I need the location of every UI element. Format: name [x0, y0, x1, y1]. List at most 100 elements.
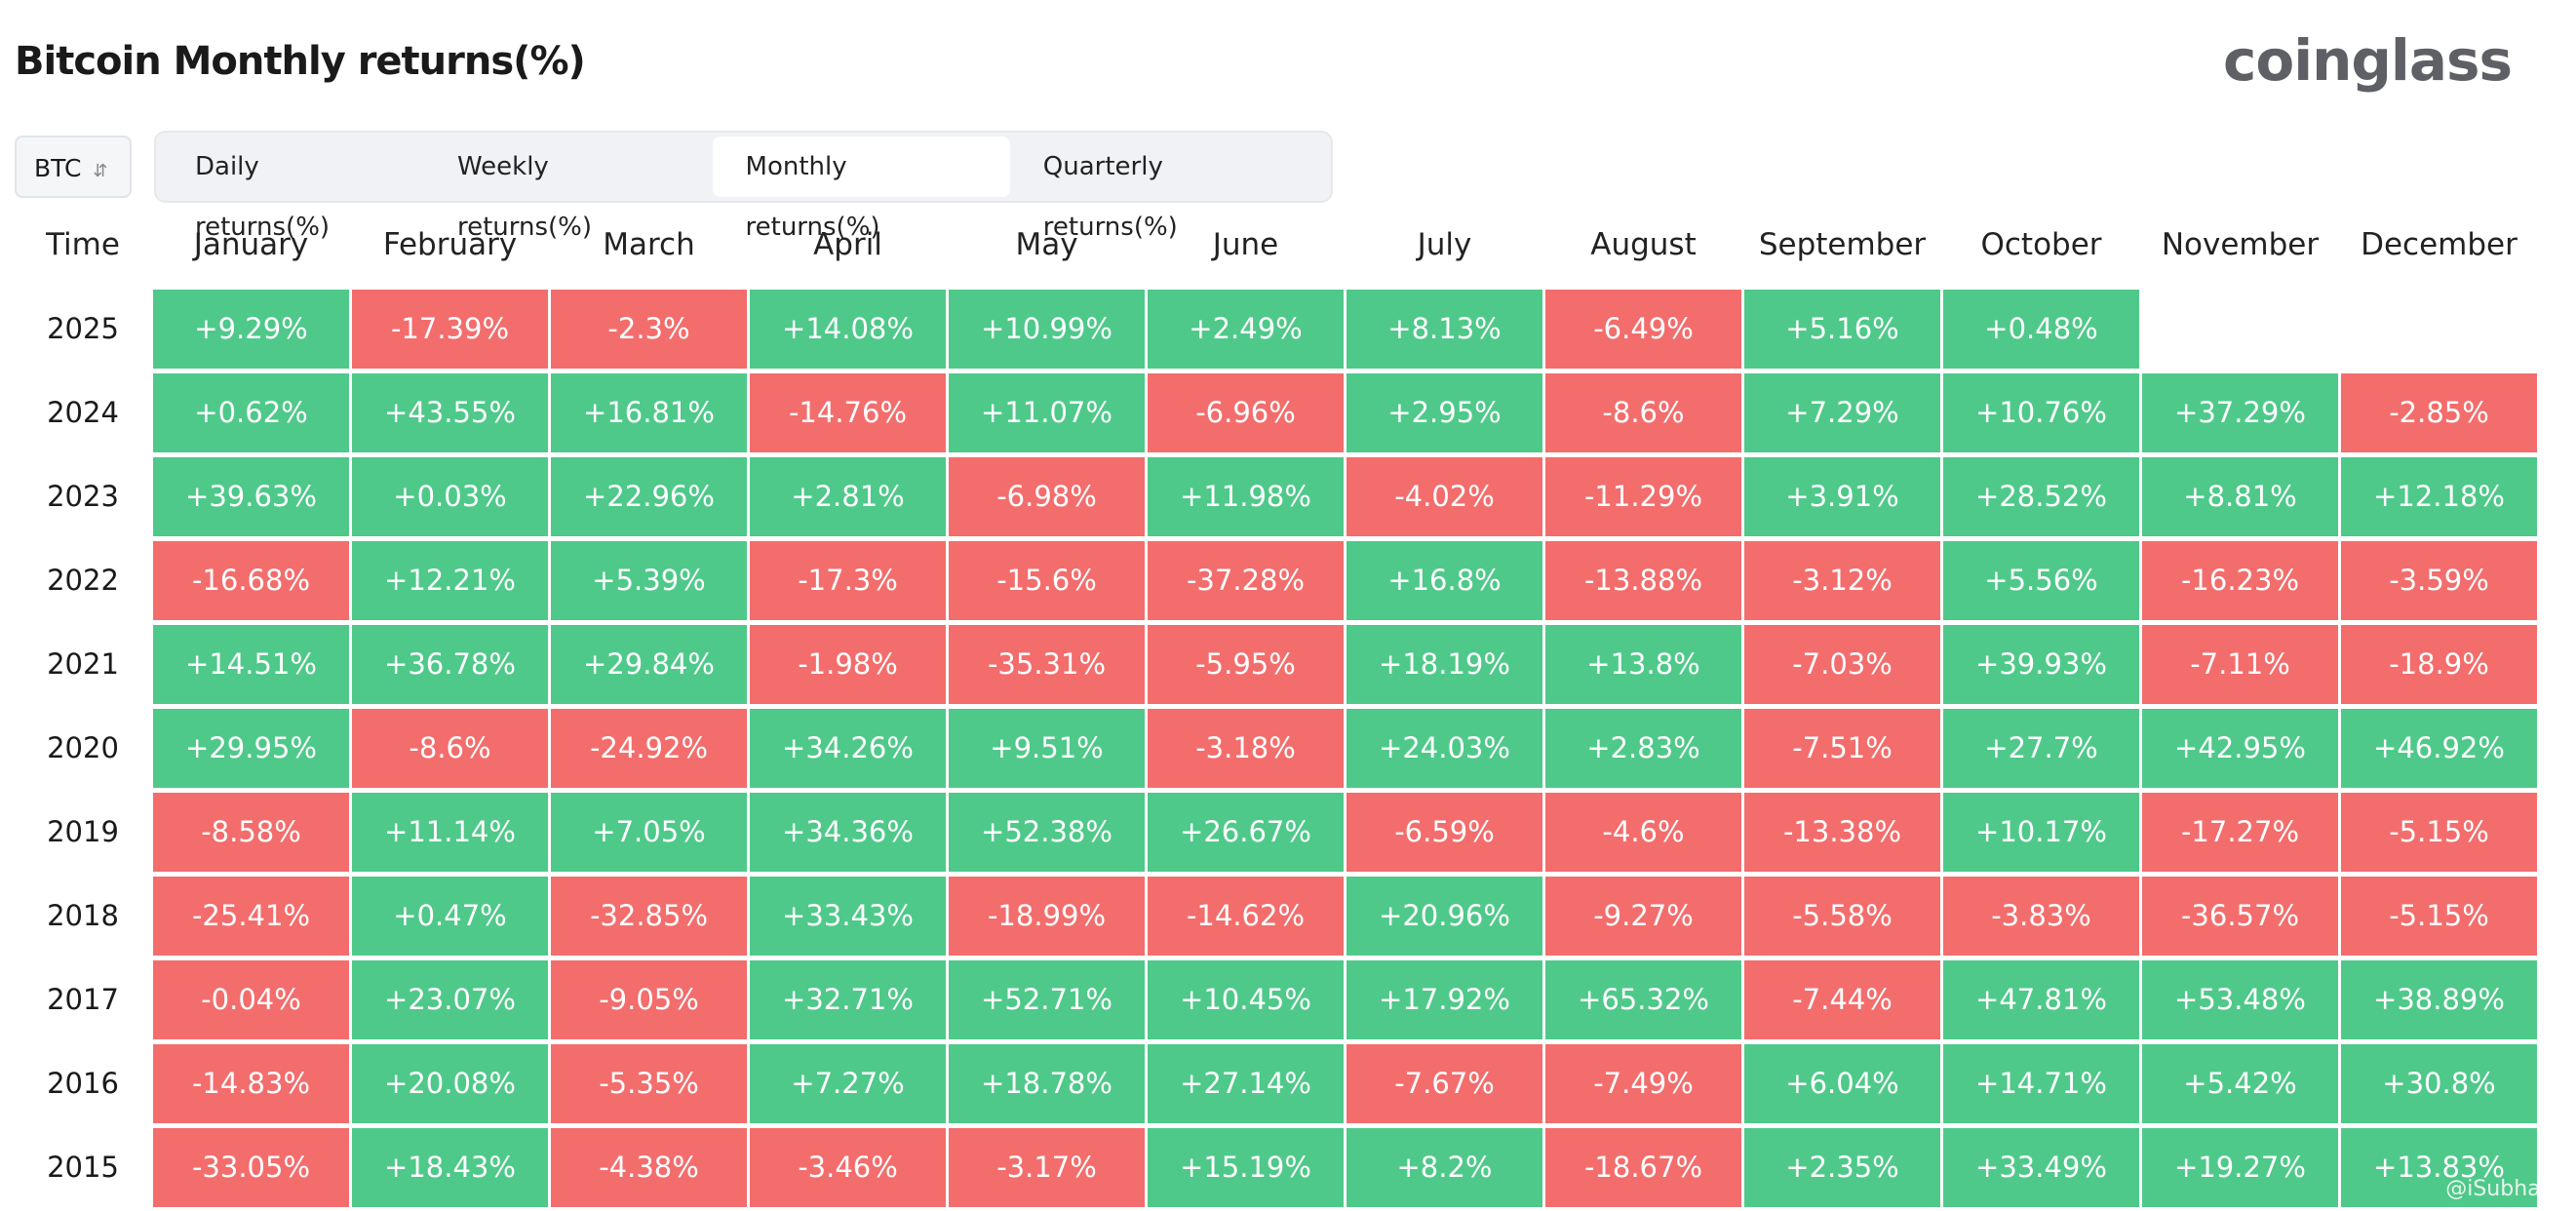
return-cell: +3.91%: [1744, 457, 1940, 536]
tab[interactable]: Daily returns(%): [195, 152, 331, 242]
return-cell: +18.43%: [352, 1128, 548, 1207]
return-cell: -3.83%: [1943, 877, 2139, 956]
return-cell: -2.3%: [551, 290, 747, 369]
return-cell: -3.17%: [949, 1128, 1145, 1207]
return-cell: +10.17%: [1943, 793, 2139, 872]
return-cell: +36.78%: [352, 625, 548, 704]
return-cell: -14.83%: [153, 1044, 349, 1123]
return-cell: +38.89%: [2341, 960, 2537, 1039]
column-header: October: [1980, 227, 2102, 262]
return-cell: +11.14%: [352, 793, 548, 872]
return-cell: -9.27%: [1545, 877, 1741, 956]
return-cell: +20.08%: [352, 1044, 548, 1123]
selector-arrows: ⇵: [93, 161, 108, 181]
return-cell: -18.9%: [2341, 625, 2537, 704]
return-cell: +2.35%: [1744, 1128, 1940, 1207]
return-cell: +30.8%: [2341, 1044, 2537, 1123]
return-cell: -5.15%: [2341, 877, 2537, 956]
return-cell: +2.83%: [1545, 709, 1741, 788]
return-cell: -5.35%: [551, 1044, 747, 1123]
return-cell: +7.29%: [1744, 373, 1940, 452]
return-cell: +27.14%: [1148, 1044, 1344, 1123]
year-label: 2021: [47, 647, 119, 681]
return-cell: -4.38%: [551, 1128, 747, 1207]
return-cell: +53.48%: [2142, 960, 2338, 1039]
year-label: 2022: [47, 564, 119, 597]
return-cell: -18.67%: [1545, 1128, 1741, 1207]
tab[interactable]: Weekly returns(%): [456, 152, 593, 242]
return-cell: -7.03%: [1744, 625, 1940, 704]
return-cell: +29.95%: [153, 709, 349, 788]
column-header: August: [1590, 227, 1697, 262]
return-cell: -7.49%: [1545, 1044, 1741, 1123]
return-cell: +19.27%: [2142, 1128, 2338, 1207]
return-cell: +33.43%: [750, 877, 946, 956]
return-cell: +0.62%: [153, 373, 349, 452]
year-label: 2023: [47, 480, 119, 513]
return-cell: +6.04%: [1744, 1044, 1940, 1123]
column-header: November: [2161, 227, 2320, 262]
return-cell: -14.62%: [1148, 877, 1344, 956]
return-cell: +5.56%: [1943, 541, 2139, 620]
return-cell: -3.46%: [750, 1128, 946, 1207]
tab[interactable]: Quarterly returns(%): [1042, 152, 1178, 242]
return-cell: +7.05%: [551, 793, 747, 872]
return-cell: -33.05%: [153, 1128, 349, 1207]
return-cell: +2.81%: [750, 457, 946, 536]
page-title: Bitcoin Monthly returns(%): [15, 39, 586, 84]
return-cell: +16.8%: [1347, 541, 1542, 620]
year-label: 2017: [47, 983, 119, 1016]
return-cell: -13.38%: [1744, 793, 1940, 872]
year-label: 2024: [47, 396, 119, 429]
year-label: 2015: [47, 1151, 119, 1184]
return-cell: -14.76%: [750, 373, 946, 452]
return-cell: +24.03%: [1347, 709, 1542, 788]
return-cell: +18.19%: [1347, 625, 1542, 704]
column-header: April: [813, 227, 882, 262]
return-cell: -36.57%: [2142, 877, 2338, 956]
return-cell: +39.63%: [153, 457, 349, 536]
return-cell: -25.41%: [153, 877, 349, 956]
return-cell: -5.95%: [1148, 625, 1344, 704]
return-cell: +18.78%: [949, 1044, 1145, 1123]
return-cell: +29.84%: [551, 625, 747, 704]
year-label: 2020: [47, 731, 119, 764]
return-cell: +7.27%: [750, 1044, 946, 1123]
tab[interactable]: Monthly returns(%): [712, 137, 1010, 242]
return-cell: -3.18%: [1148, 709, 1344, 788]
tab-bar: Daily returns(%) Weekly returns(%) Monthly…: [154, 131, 1333, 242]
return-cell: -18.99%: [949, 877, 1145, 956]
return-cell: -7.11%: [2142, 625, 2338, 704]
year-label: 2019: [47, 815, 119, 848]
return-cell: +14.08%: [750, 290, 946, 369]
return-cell: +2.95%: [1347, 373, 1542, 452]
return-cell: -8.6%: [352, 709, 548, 788]
column-header: June: [1212, 227, 1279, 262]
column-header: September: [1758, 227, 1927, 262]
return-cell: +8.81%: [2142, 457, 2338, 536]
year-label: 2016: [47, 1067, 119, 1100]
return-cell: +14.51%: [153, 625, 349, 704]
return-cell: +47.81%: [1943, 960, 2139, 1039]
return-cell: +5.16%: [1744, 290, 1940, 369]
return-cell: -32.85%: [551, 877, 747, 956]
return-cell: +34.36%: [750, 793, 946, 872]
return-cell: -7.67%: [1347, 1044, 1542, 1123]
return-cell: -8.6%: [1545, 373, 1741, 452]
return-cell: +11.98%: [1148, 457, 1344, 536]
return-cell: +34.26%: [750, 709, 946, 788]
return-cell: +13.83%: [2341, 1128, 2537, 1207]
return-cell: -1.98%: [750, 625, 946, 704]
return-cell: +42.95%: [2142, 709, 2338, 788]
return-cell: +33.49%: [1943, 1128, 2139, 1207]
column-header: Time: [46, 227, 120, 262]
return-cell: +32.71%: [750, 960, 946, 1039]
return-cell: +16.81%: [551, 373, 747, 452]
year-label: 2025: [47, 312, 119, 345]
coin-selector[interactable]: BTC ⇵: [15, 136, 132, 198]
return-cell: +0.47%: [352, 877, 548, 956]
column-header: July: [1417, 227, 1472, 262]
return-cell: -17.39%: [352, 290, 548, 369]
return-cell: -9.05%: [551, 960, 747, 1039]
